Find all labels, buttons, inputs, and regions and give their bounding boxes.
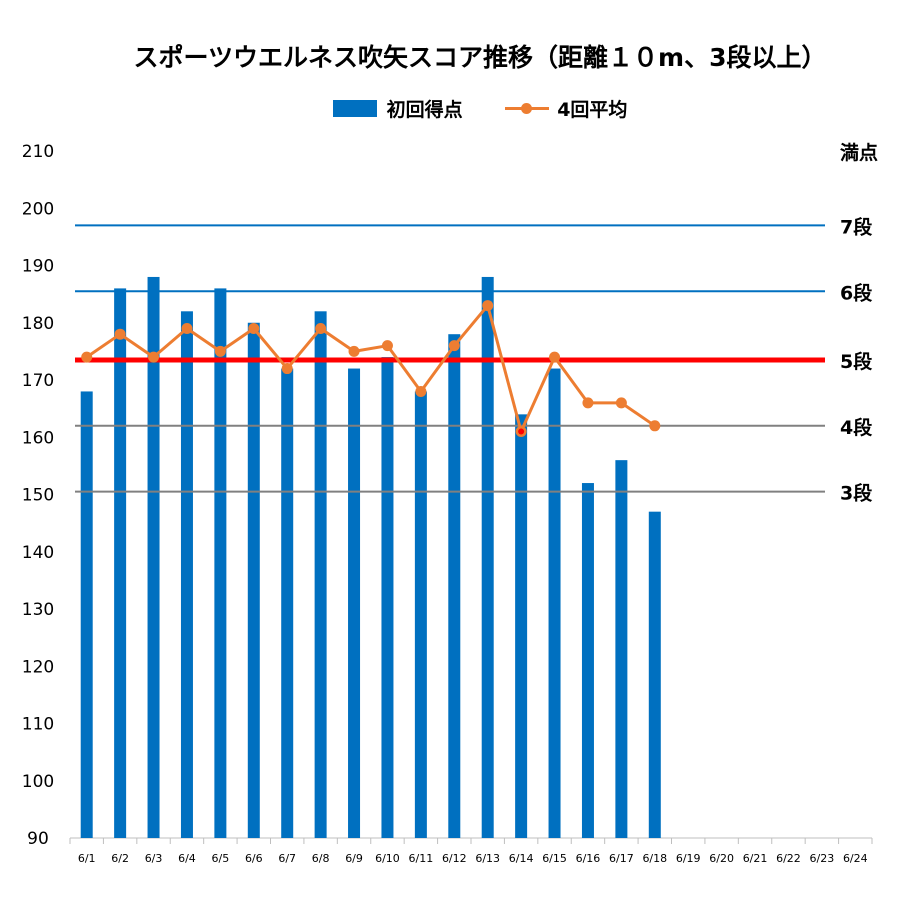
bar	[114, 288, 127, 838]
bar	[548, 368, 561, 838]
y-tick-label: 150	[22, 486, 54, 506]
bar	[314, 311, 327, 838]
average-marker	[448, 340, 460, 352]
bar	[448, 334, 461, 838]
bar	[281, 368, 294, 838]
x-tick-label: 6/18	[642, 852, 667, 865]
average-marker	[615, 397, 627, 409]
y-tick-label: 200	[22, 199, 54, 219]
x-tick-label: 6/2	[111, 852, 129, 865]
y-tick-label: 140	[22, 543, 54, 563]
bar	[180, 311, 193, 838]
chart-title: スポーツウエルネス吹矢スコア推移（距離１０m、3段以上）	[133, 43, 827, 72]
x-tick-label: 6/10	[375, 852, 400, 865]
x-tick-label: 6/13	[475, 852, 500, 865]
x-tick-label: 6/9	[345, 852, 363, 865]
x-tick-label: 6/12	[442, 852, 467, 865]
average-marker	[148, 351, 160, 363]
x-tick-label: 6/16	[576, 852, 601, 865]
x-tick-label: 6/4	[178, 852, 196, 865]
reference-label: 満点	[840, 142, 878, 164]
x-tick-label: 6/24	[843, 852, 868, 865]
reference-label: 6段	[840, 281, 873, 304]
x-tick-label: 6/11	[409, 852, 434, 865]
x-tick-label: 6/23	[810, 852, 835, 865]
average-marker	[415, 385, 427, 397]
x-tick-label: 6/22	[776, 852, 801, 865]
y-tick-label: 130	[22, 600, 54, 620]
y-tick-label: 190	[22, 257, 54, 277]
legend-line-swatch	[505, 100, 550, 117]
bar	[515, 414, 528, 838]
reference-label: 4段	[840, 416, 873, 439]
y-tick-label: 120	[22, 657, 54, 677]
average-marker	[181, 322, 193, 334]
average-marker	[549, 351, 561, 363]
bar	[80, 391, 93, 838]
x-tick-label: 6/5	[212, 852, 230, 865]
x-tick-label: 6/19	[676, 852, 701, 865]
reference-label: 5段	[840, 350, 873, 373]
x-tick-label: 6/7	[278, 852, 296, 865]
average-marker	[114, 328, 126, 340]
y-tick-label: 170	[22, 371, 54, 391]
average-marker	[214, 345, 226, 357]
bar	[147, 276, 160, 838]
bar	[214, 288, 227, 838]
reference-label: 7段	[840, 215, 873, 238]
x-tick-label: 6/17	[609, 852, 634, 865]
bar	[481, 276, 494, 838]
bar	[581, 483, 594, 838]
x-tick-label: 6/21	[743, 852, 768, 865]
x-tick-label: 6/1	[78, 852, 96, 865]
average-marker	[482, 300, 494, 312]
bar	[648, 511, 661, 838]
average-marker	[649, 420, 661, 432]
legend-label-first-score: 初回得点	[386, 99, 463, 121]
legend-item-first-score: 初回得点	[332, 95, 463, 122]
bar	[381, 357, 394, 838]
average-marker	[582, 397, 594, 409]
y-tick-label: 100	[22, 772, 54, 792]
highlight-marker	[518, 428, 525, 435]
legend: 初回得点 4回平均	[0, 95, 900, 122]
y-tick-label: 90	[27, 829, 49, 849]
average-line	[85, 304, 656, 434]
x-tick-label: 6/3	[145, 852, 163, 865]
average-marker	[315, 322, 327, 334]
x-tick-label: 6/15	[542, 852, 567, 865]
average-marker	[248, 322, 260, 334]
bar	[414, 391, 427, 838]
x-tick-label: 6/6	[245, 852, 263, 865]
legend-label-average: 4回平均	[557, 99, 628, 121]
average-marker	[281, 363, 293, 375]
y-tick-label: 210	[22, 142, 54, 162]
average-marker	[381, 340, 393, 352]
y-tick-label: 180	[22, 314, 54, 334]
average-marker	[81, 351, 93, 363]
legend-item-average: 4回平均	[505, 95, 627, 122]
bar	[348, 368, 361, 838]
x-tick-label: 6/14	[509, 852, 534, 865]
x-tick-label: 6/20	[709, 852, 734, 865]
y-tick-label: 160	[22, 428, 54, 448]
y-tick-label: 110	[22, 715, 54, 735]
bar	[247, 322, 260, 838]
x-tick-label: 6/8	[312, 852, 330, 865]
legend-bar-swatch	[332, 100, 377, 117]
reference-label: 3段	[840, 482, 873, 505]
bar	[615, 460, 628, 838]
average-marker	[348, 345, 360, 357]
